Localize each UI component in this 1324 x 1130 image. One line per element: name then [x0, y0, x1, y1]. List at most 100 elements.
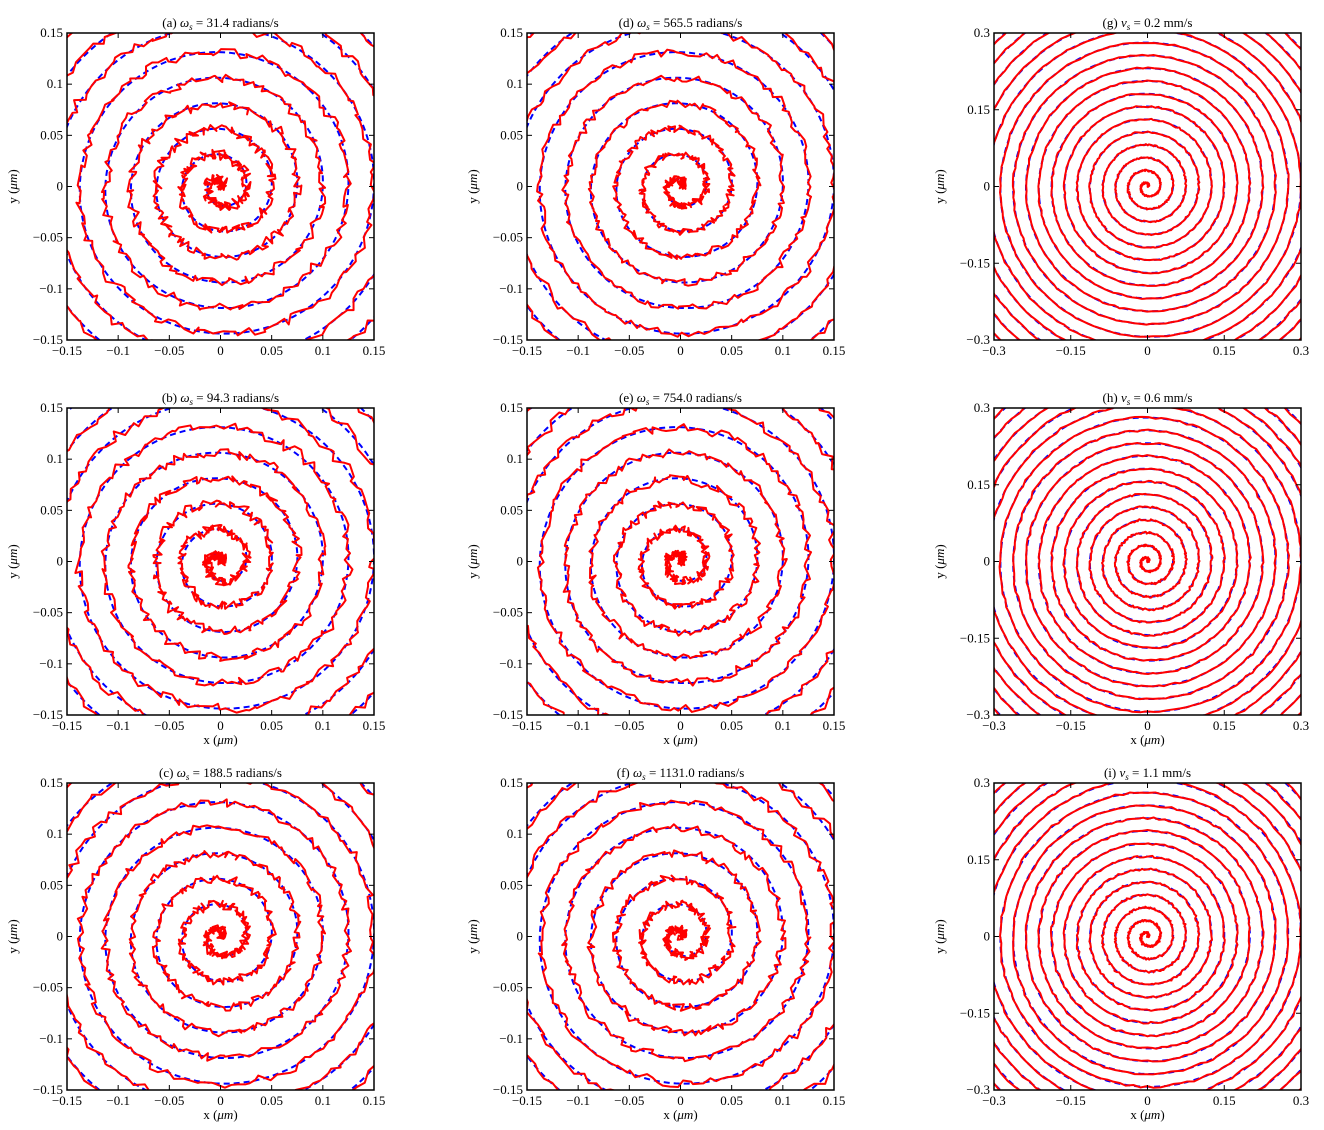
panel-f: −0.15 −0.1 −0.05 0 0.05 0.1 0.15 −0.15 −0.1 −0.05…: [465, 765, 845, 1122]
plot-area-g: [994, 33, 1301, 340]
series-measured-c: [67, 783, 374, 1090]
x-axis-label-e: x (μm): [663, 732, 697, 747]
y-axis-label-i: y (μm): [932, 919, 947, 953]
x-tick-label-a: 0.15: [363, 343, 386, 358]
x-tick-label-e: −0.15: [512, 718, 542, 733]
y-tick-label-f: 0.05: [500, 877, 523, 892]
x-tick-label-b: 0.15: [363, 718, 386, 733]
x-tick-label-c: 0: [217, 1093, 224, 1108]
y-tick-label-f: 0.15: [500, 775, 523, 790]
panel-title-d: (d) ωs = 565.5 radians/s: [619, 15, 743, 32]
x-axis-label-f: x (μm): [663, 1107, 697, 1122]
y-tick-label-c: 0.1: [47, 826, 63, 841]
panel-title-i: (i) vs = 1.1 mm/s: [1104, 765, 1191, 782]
y-tick-label-e: 0.05: [500, 502, 523, 517]
y-axis-label-b: y (μm): [5, 544, 20, 578]
panel-e: −0.15 −0.1 −0.05 0 0.05 0.1 0.15 −0.15 −0.1 −0.05…: [465, 390, 846, 747]
y-tick-label-d: −0.05: [493, 230, 523, 245]
y-tick-label-h: −0.3: [966, 707, 990, 722]
x-tick-label-e: −0.05: [614, 718, 644, 733]
y-tick-label-b: −0.15: [33, 707, 63, 722]
panel-c: −0.15 −0.1 −0.05 0 0.05 0.1 0.15 −0.15 −0.1 −0.05…: [5, 765, 386, 1122]
plot-area-h: [994, 408, 1301, 715]
x-tick-label-b: −0.15: [52, 718, 82, 733]
y-tick-label-f: 0.1: [507, 826, 523, 841]
x-tick-label-a: −0.1: [106, 343, 130, 358]
x-tick-label-b: 0.05: [260, 718, 283, 733]
y-tick-label-f: −0.15: [493, 1082, 523, 1097]
y-axis-label-h: y (μm): [932, 544, 947, 578]
x-tick-label-d: 0.1: [775, 343, 791, 358]
x-axis-label-b: x (μm): [203, 732, 237, 747]
series-measured-g: [994, 33, 1301, 340]
x-axis-label-h: x (μm): [1130, 732, 1164, 747]
x-tick-label-c: −0.1: [106, 1093, 130, 1108]
y-tick-label-d: −0.15: [493, 332, 523, 347]
x-tick-label-c: 0.15: [363, 1093, 386, 1108]
x-tick-label-f: −0.05: [614, 1093, 644, 1108]
x-tick-label-d: −0.1: [566, 343, 590, 358]
panel-title-g: (g) vs = 0.2 mm/s: [1103, 15, 1193, 32]
y-axis-label-c: y (μm): [5, 919, 20, 953]
y-tick-label-a: 0.05: [40, 127, 63, 142]
x-tick-label-c: 0.05: [260, 1093, 283, 1108]
x-tick-label-i: 0.3: [1293, 1093, 1309, 1108]
x-tick-label-c: −0.15: [52, 1093, 82, 1108]
x-tick-label-f: 0.05: [720, 1093, 743, 1108]
y-axis-label-d: y (μm): [465, 169, 480, 203]
plot-area-a: [67, 33, 374, 340]
series-reference-e: [527, 408, 834, 715]
y-tick-label-a: −0.1: [39, 281, 63, 296]
y-tick-label-f: −0.05: [493, 980, 523, 995]
y-tick-label-e: −0.15: [493, 707, 523, 722]
y-tick-label-h: 0.15: [967, 477, 990, 492]
x-tick-label-e: −0.1: [566, 718, 590, 733]
y-tick-label-i: −0.15: [960, 1005, 990, 1020]
y-tick-label-d: 0: [517, 179, 524, 194]
x-tick-label-f: −0.15: [512, 1093, 542, 1108]
y-tick-label-d: 0.1: [507, 76, 523, 91]
y-tick-label-b: 0.1: [47, 451, 63, 466]
plot-area-i: [994, 783, 1301, 1090]
y-tick-label-i: 0.3: [974, 775, 990, 790]
x-tick-label-d: 0.15: [823, 343, 846, 358]
x-tick-label-g: 0.3: [1293, 343, 1309, 358]
panel-a: −0.15 −0.1 −0.05 0 0.05 0.1 0.15 −0.15 −0.1 −0.05…: [5, 15, 386, 358]
x-tick-label-g: 0: [1144, 343, 1151, 358]
y-tick-label-a: 0.1: [47, 76, 63, 91]
y-axis-label-e: y (μm): [465, 544, 480, 578]
y-tick-label-e: 0.1: [507, 451, 523, 466]
plot-area-f: [527, 783, 834, 1090]
y-tick-label-b: 0: [57, 554, 64, 569]
x-axis-label-c: x (μm): [203, 1107, 237, 1122]
x-tick-label-d: −0.05: [614, 343, 644, 358]
y-tick-label-d: −0.1: [499, 281, 523, 296]
y-tick-label-h: 0: [984, 554, 991, 569]
y-tick-label-c: 0.15: [40, 775, 63, 790]
y-tick-label-i: 0.15: [967, 852, 990, 867]
x-tick-label-f: 0.1: [775, 1093, 791, 1108]
x-tick-label-h: −0.15: [1056, 718, 1086, 733]
x-tick-label-e: 0.15: [823, 718, 846, 733]
y-tick-label-c: 0.05: [40, 877, 63, 892]
x-tick-label-b: −0.05: [154, 718, 184, 733]
y-tick-label-a: 0.15: [40, 25, 63, 40]
x-tick-label-f: 0: [677, 1093, 684, 1108]
y-tick-label-g: 0.3: [974, 25, 990, 40]
x-tick-label-c: −0.05: [154, 1093, 184, 1108]
y-tick-label-b: −0.05: [33, 605, 63, 620]
y-axis-label-f: y (μm): [465, 919, 480, 953]
x-tick-label-b: −0.1: [106, 718, 130, 733]
y-tick-label-i: 0: [984, 929, 991, 944]
y-tick-label-e: −0.1: [499, 656, 523, 671]
panel-title-h: (h) vs = 0.6 mm/s: [1103, 390, 1193, 407]
y-tick-label-c: −0.15: [33, 1082, 63, 1097]
y-tick-label-f: −0.1: [499, 1031, 523, 1046]
panel-g: −0.3 −0.15 0 0.15 0.3 −0.3 −0.15 0 0.15 0.3 (g) vs…: [932, 15, 1309, 358]
x-tick-label-b: 0: [217, 718, 224, 733]
x-tick-label-i: −0.15: [1056, 1093, 1086, 1108]
x-tick-label-e: 0: [677, 718, 684, 733]
panel-title-f: (f) ωs = 1131.0 radians/s: [617, 765, 745, 782]
y-tick-label-i: −0.3: [966, 1082, 990, 1097]
